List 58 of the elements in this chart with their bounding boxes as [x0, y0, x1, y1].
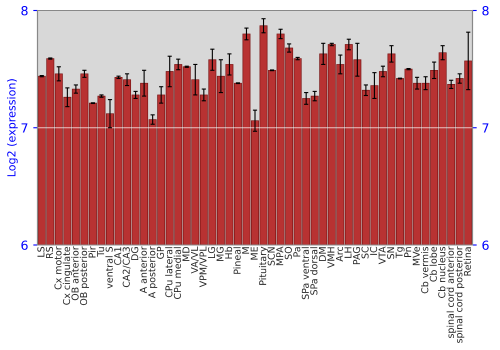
- x-tick-label: SO: [284, 246, 292, 260]
- x-tick-label: OB anterior: [71, 246, 79, 300]
- x-tick-label: Cb nucleus: [438, 246, 446, 298]
- x-tick-label: DG: [131, 247, 138, 260]
- x-tick-label: Tg: [396, 247, 405, 258]
- x-tick-label: spinal cord anterior: [446, 246, 456, 338]
- x-tick-label: Cb vermis: [421, 246, 428, 294]
- x-tick-label: A posterior: [148, 246, 158, 298]
- x-tick-label: LH: [344, 247, 352, 258]
- y-tick-label: 6: [21, 240, 28, 250]
- x-tick-label: CA2/CA3: [122, 247, 131, 288]
- x-tick-label: VA/VL: [191, 246, 199, 274]
- x-tick-label: Arc: [336, 246, 344, 262]
- y-tick-label: 7: [22, 123, 28, 132]
- y-tick-label: 8: [21, 6, 28, 16]
- x-tick-label: DM: [318, 247, 326, 261]
- x-tick-label: PAG: [352, 247, 360, 264]
- x-tick-label: VMH: [327, 247, 334, 268]
- x-tick-label: CPu lateral: [165, 247, 172, 298]
- x-tick-label: LS: [37, 246, 45, 257]
- x-tick-label: SPa ventral: [302, 247, 309, 300]
- x-tick-label: SN: [387, 247, 394, 259]
- x-tick-label: MG: [216, 247, 224, 261]
- x-tick-label: M: [242, 247, 250, 254]
- x-tick-label: Retina: [464, 247, 471, 276]
- y2-tick-label: 7: [482, 123, 488, 132]
- x-tick-label: Tu: [97, 247, 104, 257]
- x-tick-label: MD: [182, 246, 190, 261]
- x-tick-label: Pineal: [233, 247, 241, 274]
- x-tick-label: MVe: [412, 246, 420, 266]
- x-tick-label: GP: [156, 246, 164, 259]
- y2-tick-label: 6: [482, 240, 489, 250]
- x-tick-label: SC: [361, 246, 369, 258]
- x-tick-label: A anterior: [140, 246, 147, 294]
- x-tick-label: spinal cord posterior: [455, 246, 464, 343]
- x-tick-label: CA1: [114, 247, 122, 265]
- y-axis-title: Log2 (expression): [6, 79, 18, 176]
- x-tick-label: Hb: [224, 246, 232, 259]
- x-tick-label: OB posterior: [80, 246, 89, 306]
- x-tick-label: VTA: [378, 246, 386, 264]
- x-tick-label: RS: [46, 246, 54, 258]
- x-tick-label: CPu medial: [174, 247, 181, 300]
- x-tick-label: Pa: [293, 247, 300, 257]
- x-tick-label: Cx cingulate: [62, 246, 72, 305]
- x-tick-label: Pir: [88, 246, 96, 258]
- x-tick-label: Cb lobe: [430, 246, 437, 282]
- x-tick-label: Cx motor: [54, 246, 62, 290]
- x-tick-label: SPa dorsal: [310, 247, 318, 295]
- x-tick-label: IC: [370, 246, 378, 255]
- x-tick-label: Pn: [404, 247, 412, 257]
- x-tick-label: VPM/VPL: [200, 246, 208, 288]
- x-tick-label: MPA: [276, 246, 284, 266]
- x-tick-label: ME: [250, 246, 258, 260]
- x-tick-label: SCN: [268, 247, 275, 266]
- x-tick-label: ventral S: [105, 246, 113, 288]
- y2-tick-label: 8: [482, 6, 489, 16]
- x-tick-label: LG: [208, 247, 216, 258]
- x-tick-label: Pituitary: [258, 246, 268, 285]
